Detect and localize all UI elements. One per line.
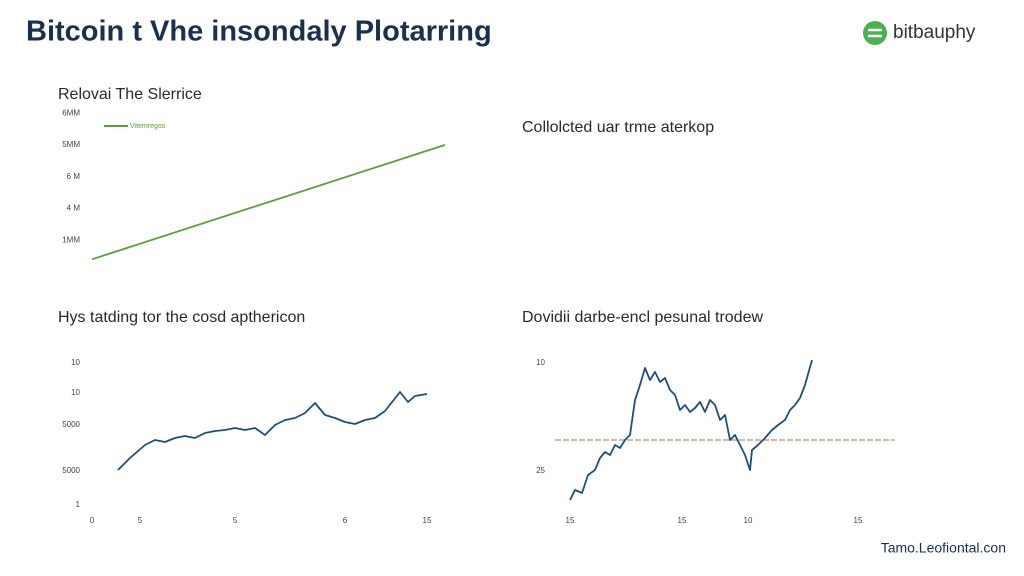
panel-title: Hys tatding tor the cosd apthericon xyxy=(58,309,305,326)
y-tick-label: 1MM xyxy=(62,235,80,244)
y-tick-label: 6 M xyxy=(67,172,81,181)
brand-name: bitbauphy xyxy=(893,22,976,43)
x-tick-label: 15 xyxy=(423,516,432,525)
panel-title: Relovai The Slerrice xyxy=(58,86,202,103)
x-tick-label: 15 xyxy=(566,516,575,525)
panel-title: Collolcted uar trme aterkop xyxy=(522,119,714,136)
y-tick-label: 5MM xyxy=(62,140,80,149)
x-tick-label: 0 xyxy=(90,516,95,525)
brand-logo xyxy=(863,21,887,45)
y-tick-label: 6MM xyxy=(62,108,80,117)
footer-text: Tamo.Leofiontal.con xyxy=(881,540,1006,556)
y-tick-label: 25 xyxy=(536,466,545,475)
y-tick-label: 10 xyxy=(71,358,80,367)
x-tick-label: 15 xyxy=(854,516,863,525)
series-line xyxy=(117,391,428,471)
y-tick-label: 5000 xyxy=(62,466,80,475)
y-tick-label: 10 xyxy=(71,388,80,397)
legend-label: Vitemregos xyxy=(130,123,166,130)
y-tick-label: 10 xyxy=(536,358,545,367)
y-tick-label: 5000 xyxy=(62,420,80,429)
x-tick-label: 5 xyxy=(138,516,143,525)
brand-logo-mark xyxy=(868,28,882,38)
series-line xyxy=(91,144,446,261)
y-tick-label: 1 xyxy=(76,500,81,509)
y-tick-label: 4 M xyxy=(67,204,81,213)
x-tick-label: 10 xyxy=(744,516,753,525)
page-title: Bitcoin t Vhe insondaly Plotarring xyxy=(26,16,492,48)
x-tick-label: 6 xyxy=(343,516,348,525)
series-line xyxy=(569,359,813,501)
x-tick-label: 15 xyxy=(678,516,687,525)
x-tick-label: 5 xyxy=(233,516,238,525)
panel-title: Dovidii darbe-encl pesunal trodew xyxy=(522,309,763,326)
